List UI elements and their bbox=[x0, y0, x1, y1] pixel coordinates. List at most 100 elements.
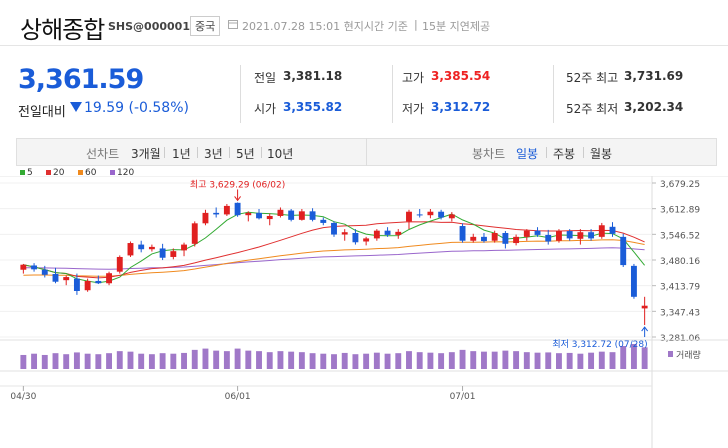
volume-bar bbox=[320, 353, 327, 369]
volume-bar bbox=[31, 353, 38, 369]
legend-label: 20 bbox=[53, 168, 65, 178]
tab-3-months[interactable]: 3개월 bbox=[131, 147, 161, 161]
stat-label-prev-close: 전일 bbox=[254, 71, 277, 85]
legend-label: 60 bbox=[85, 168, 97, 178]
index-code: SHS@000001 bbox=[108, 20, 190, 33]
legend-ma20: 20 bbox=[46, 168, 64, 178]
tab-divider bbox=[546, 147, 547, 158]
volume-bar bbox=[384, 353, 391, 369]
volume-bar bbox=[459, 349, 466, 369]
candle-body bbox=[277, 209, 284, 216]
volume-bar bbox=[556, 353, 562, 369]
volume-bar bbox=[106, 353, 112, 369]
legend-swatch bbox=[20, 170, 25, 175]
quote-datetime: 2021.07.28 15:01 현지시간 기준 bbox=[242, 20, 408, 33]
tab-weekly[interactable]: 주봉 bbox=[553, 147, 576, 161]
volume-bar bbox=[566, 352, 573, 369]
candle-body bbox=[84, 280, 91, 291]
price-chart[interactable]: 3,679.25 3,612.89 3,546.52 3,480.16 3,413.79… bbox=[0, 176, 728, 448]
volume-bar bbox=[202, 348, 209, 369]
x-tick-label: 04/30 bbox=[10, 392, 36, 402]
tab-daily[interactable]: 일봉 bbox=[516, 147, 539, 161]
volume-bar bbox=[309, 353, 316, 369]
candle-body bbox=[256, 212, 262, 219]
candle-body bbox=[331, 222, 337, 235]
candle-body bbox=[556, 231, 562, 241]
candle-body bbox=[416, 214, 423, 216]
stat-label-52w-high: 52주 최고 bbox=[566, 71, 619, 85]
low-marker-arrow bbox=[641, 326, 649, 332]
candle-body bbox=[641, 305, 648, 309]
stats-divider bbox=[240, 65, 241, 123]
candle-body bbox=[523, 230, 530, 237]
stat-value-52w-low: 3,202.34 bbox=[624, 100, 684, 114]
volume-bar bbox=[470, 351, 477, 369]
volume-bar bbox=[95, 354, 102, 369]
volume-bar bbox=[523, 352, 530, 369]
candle-body bbox=[266, 215, 273, 220]
legend-swatch bbox=[46, 170, 51, 175]
volume-bar bbox=[223, 351, 230, 369]
legend-label: 5 bbox=[27, 168, 33, 178]
candle-body bbox=[395, 231, 402, 235]
volume-bar bbox=[577, 353, 584, 369]
candle-body bbox=[213, 212, 220, 215]
down-arrow-icon bbox=[70, 102, 82, 112]
stat-label-low: 저가 bbox=[402, 102, 425, 116]
candle-body bbox=[491, 232, 498, 241]
volume-bar bbox=[588, 352, 595, 369]
volume-bar bbox=[52, 353, 59, 369]
candle-body bbox=[352, 232, 359, 243]
candle-body bbox=[20, 264, 27, 270]
volume-legend-swatch bbox=[668, 351, 673, 357]
volume-bar bbox=[502, 350, 509, 369]
tab-monthly[interactable]: 월봉 bbox=[590, 147, 613, 161]
tab-divider bbox=[197, 147, 198, 158]
candle-body bbox=[373, 230, 380, 239]
volume-bar bbox=[438, 353, 445, 369]
stat-value-52w-high: 3,731.69 bbox=[624, 69, 684, 83]
volume-bar bbox=[620, 346, 627, 369]
country-badge: 중국 bbox=[190, 16, 221, 36]
candle-body bbox=[106, 273, 112, 284]
tab-10-years[interactable]: 10년 bbox=[267, 147, 294, 161]
header-divider bbox=[0, 45, 728, 46]
candle-body bbox=[438, 211, 445, 218]
volume-bar bbox=[256, 351, 262, 369]
x-tick-label: 07/01 bbox=[450, 392, 476, 402]
candle-body bbox=[170, 251, 177, 257]
candle-chart-group-label: 봉차트 bbox=[472, 147, 506, 161]
ma60-line bbox=[23, 239, 645, 277]
volume-bar bbox=[406, 351, 412, 369]
candle-body bbox=[502, 232, 509, 244]
candle-body bbox=[459, 226, 466, 241]
candle-body bbox=[245, 212, 252, 216]
volume-label: 거래량 bbox=[676, 349, 701, 361]
volume-bar bbox=[534, 352, 541, 369]
candle-body bbox=[427, 211, 434, 216]
candle-body bbox=[159, 248, 166, 258]
volume-bar bbox=[427, 352, 434, 369]
volume-bar bbox=[266, 352, 273, 369]
candle-body bbox=[588, 232, 595, 239]
candle-body bbox=[534, 230, 541, 235]
y-tick-label: 3,480.16 bbox=[660, 257, 700, 267]
legend-ma120: 120 bbox=[110, 168, 134, 178]
y-tick-label: 3,281.06 bbox=[660, 334, 700, 344]
index-title: 상해종합 bbox=[20, 16, 105, 44]
volume-bar bbox=[630, 344, 637, 369]
candle-body bbox=[406, 211, 412, 222]
candle-body bbox=[148, 246, 155, 250]
volume-bar bbox=[148, 354, 155, 369]
tab-5-years[interactable]: 5년 bbox=[236, 147, 255, 161]
candle-body bbox=[320, 219, 327, 223]
volume-bar bbox=[641, 347, 648, 369]
candle-body bbox=[341, 232, 348, 235]
tab-1-year[interactable]: 1년 bbox=[172, 147, 191, 161]
candle-body bbox=[234, 202, 241, 216]
volume-bar bbox=[116, 351, 123, 369]
volume-bar bbox=[213, 350, 220, 369]
tab-divider bbox=[583, 147, 584, 158]
volume-bar bbox=[341, 352, 348, 369]
tab-3-years[interactable]: 3년 bbox=[204, 147, 223, 161]
